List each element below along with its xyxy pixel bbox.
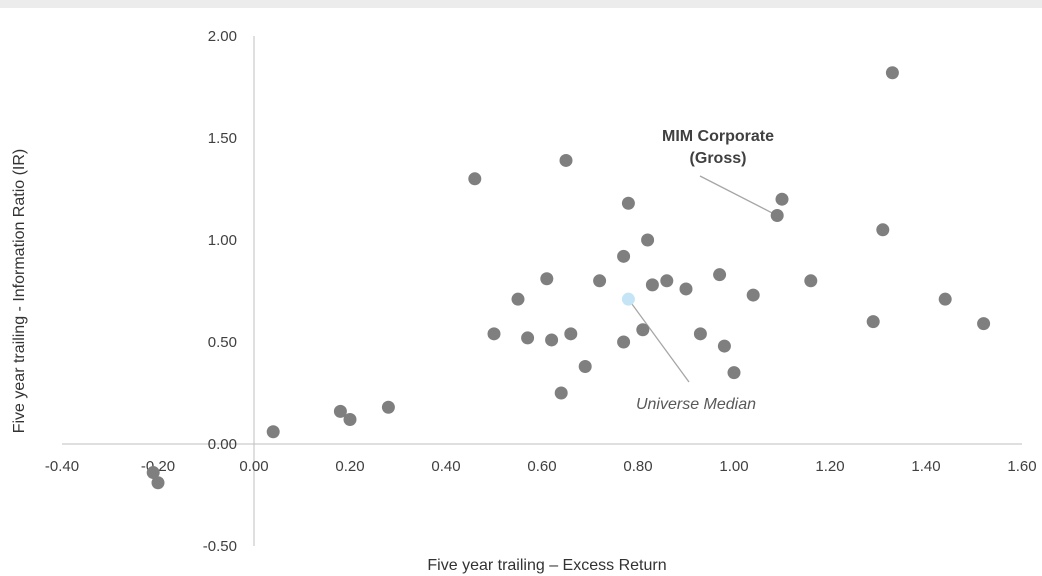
- mim-leader-line: [699, 175, 778, 217]
- y-tick-label: 1.50: [208, 130, 237, 147]
- y-tick-label: -0.50: [203, 538, 237, 555]
- y-axis-ticks: -0.50 0.00 0.50 1.00 1.50 2.00: [203, 28, 237, 555]
- data-point: [713, 268, 727, 282]
- data-point: [554, 386, 568, 400]
- data-point: [487, 327, 501, 341]
- x-tick-label: 1.60: [1007, 458, 1036, 475]
- data-point: [727, 366, 741, 380]
- data-point: [559, 153, 573, 167]
- data-point: [775, 192, 789, 206]
- y-tick-label: 0.00: [208, 436, 237, 453]
- top-strip: [0, 0, 1042, 8]
- data-point: [621, 196, 635, 210]
- data-point: [617, 335, 631, 349]
- median-point: [621, 292, 635, 306]
- data-point: [636, 323, 650, 337]
- data-point: [876, 223, 890, 237]
- x-tick-label: 1.00: [719, 458, 748, 475]
- x-tick-label: 0.20: [335, 458, 364, 475]
- annotations: MIM Corporate (Gross) Universe Median: [636, 128, 774, 413]
- data-points: [146, 66, 991, 490]
- x-tick-label: 1.40: [911, 458, 940, 475]
- data-point: [333, 404, 347, 418]
- x-tick-label: 0.00: [239, 458, 268, 475]
- data-point: [746, 288, 760, 302]
- data-point: [938, 292, 952, 306]
- x-tick-label: 0.80: [623, 458, 652, 475]
- data-point: [468, 172, 482, 186]
- data-point: [151, 476, 165, 490]
- x-tick-label: 0.60: [527, 458, 556, 475]
- x-tick-label: 0.40: [431, 458, 460, 475]
- data-point: [521, 331, 535, 345]
- data-point: [266, 425, 280, 439]
- data-point: [660, 274, 674, 288]
- data-point: [511, 292, 525, 306]
- data-point: [578, 359, 592, 373]
- mim-annotation-label: (Gross): [690, 150, 747, 167]
- x-tick-label: 1.20: [815, 458, 844, 475]
- y-tick-label: 1.00: [208, 232, 237, 249]
- data-point: [645, 278, 659, 292]
- data-point: [564, 327, 578, 341]
- median-leader-line: [627, 298, 690, 383]
- y-tick-label: 0.50: [208, 334, 237, 351]
- data-point: [617, 249, 631, 263]
- mim-annotation-label: MIM Corporate: [662, 128, 774, 145]
- median-annotation-label: Universe Median: [636, 396, 756, 413]
- data-point: [641, 233, 655, 247]
- data-point: [977, 317, 991, 331]
- y-tick-label: 2.00: [208, 28, 237, 45]
- data-point: [693, 327, 707, 341]
- data-point: [885, 66, 899, 80]
- data-point: [381, 400, 395, 414]
- x-axis-title: Five year trailing – Excess Return: [427, 557, 666, 574]
- data-point: [540, 272, 554, 286]
- x-tick-label: -0.40: [45, 458, 79, 475]
- data-point: [717, 339, 731, 353]
- data-point: [679, 282, 693, 296]
- x-axis-ticks: -0.40 -0.20 0.00 0.20 0.40 0.60 0.80 1.00 1.20 1.…: [45, 458, 1037, 475]
- data-point: [146, 466, 160, 480]
- data-point: [770, 209, 784, 223]
- data-point: [804, 274, 818, 288]
- data-point: [866, 315, 880, 329]
- data-point: [343, 413, 357, 427]
- annotation-leaders: [627, 175, 778, 383]
- data-point: [545, 333, 559, 347]
- data-point: [593, 274, 607, 288]
- y-axis-title: Five year trailing - Information Ratio (…: [11, 149, 28, 434]
